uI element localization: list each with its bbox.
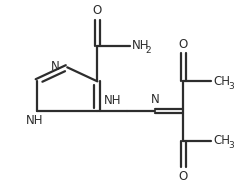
- Text: NH: NH: [132, 39, 149, 52]
- Text: N: N: [51, 60, 60, 73]
- Text: N: N: [151, 93, 160, 106]
- Text: O: O: [179, 38, 188, 51]
- Text: 3: 3: [228, 82, 234, 91]
- Text: CH: CH: [213, 134, 230, 147]
- Text: O: O: [179, 170, 188, 183]
- Text: 3: 3: [228, 141, 234, 150]
- Text: O: O: [93, 4, 102, 17]
- Text: 2: 2: [146, 46, 151, 55]
- Text: CH: CH: [213, 75, 230, 88]
- Text: NH: NH: [104, 94, 121, 107]
- Text: NH: NH: [26, 114, 44, 127]
